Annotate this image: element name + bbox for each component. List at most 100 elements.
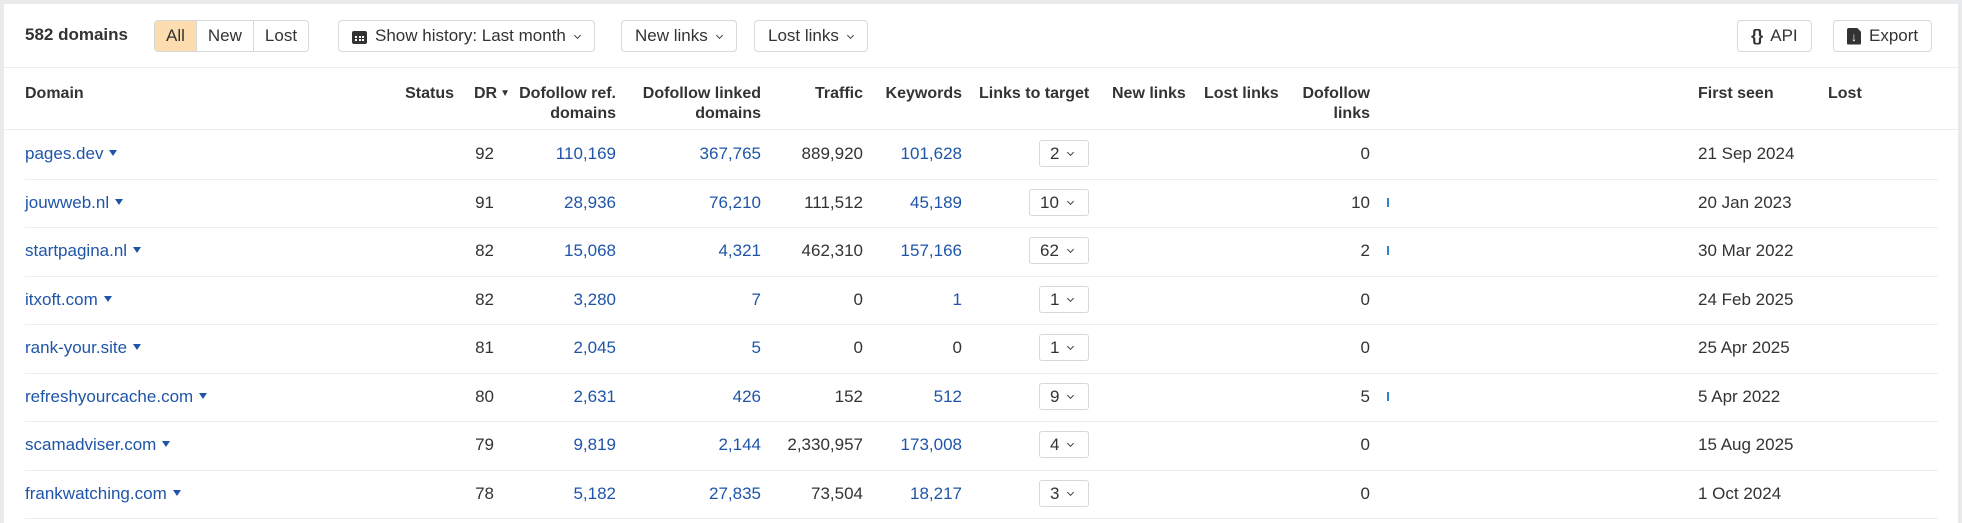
domain-link[interactable]: pages.dev: [25, 144, 118, 164]
dofollow-linked-domains-link[interactable]: 367,765: [699, 144, 761, 163]
header-line: links: [1333, 105, 1370, 122]
table-row: itxoft.com 82 3,280 7 0 1 1 0 24 Feb 202…: [4, 277, 1958, 326]
dr-header-label: DR: [473, 85, 498, 102]
dofollow-ref-domains-link[interactable]: 2,631: [573, 386, 616, 406]
keywords-link[interactable]: 45,189: [910, 192, 962, 212]
dofollow-linked-domains-link[interactable]: 426: [732, 386, 761, 406]
keywords-link[interactable]: 512: [933, 386, 962, 406]
column-header-dr[interactable]: DR ▼: [462, 84, 510, 104]
dofollow-links-cell: 0: [1360, 289, 1370, 309]
links-to-target-dropdown[interactable]: 2: [1039, 140, 1089, 167]
dofollow-ref-domains-link[interactable]: 5,182: [573, 483, 616, 503]
column-header-traffic[interactable]: Traffic: [814, 85, 863, 102]
column-header-dofollow-ref-domains[interactable]: Dofollow ref. domains: [504, 84, 616, 124]
column-header-lost-links[interactable]: Lost links: [1204, 85, 1279, 102]
keywords-link[interactable]: 157,166: [900, 241, 962, 260]
dofollow-linked-domains-link[interactable]: 27,835: [709, 483, 761, 503]
dr-cell: 91: [475, 192, 494, 212]
filter-segmented-control: All New Lost: [154, 20, 310, 52]
first-seen-cell: 1 Oct 2024: [1698, 483, 1782, 503]
links-to-target-dropdown[interactable]: 9: [1039, 382, 1089, 410]
dofollow-links-cell: 0: [1360, 338, 1370, 357]
api-button[interactable]: {} API: [1737, 20, 1812, 52]
chevron-down-icon: [1067, 199, 1074, 206]
column-header-status[interactable]: Status: [405, 85, 454, 102]
lost-links-dropdown[interactable]: Lost links: [754, 20, 868, 52]
filter-lost-button[interactable]: Lost: [252, 21, 309, 51]
links-to-target-dropdown[interactable]: 62: [1029, 237, 1089, 264]
caret-down-icon[interactable]: [133, 344, 142, 350]
column-header-links-to-target[interactable]: Links to target: [979, 85, 1090, 102]
header-line: domains: [550, 105, 616, 122]
links-to-target-dropdown[interactable]: 10: [1029, 188, 1089, 216]
column-header-dofollow-links[interactable]: Dofollow links: [1276, 84, 1370, 124]
dr-cell: 79: [475, 435, 494, 454]
domain-link[interactable]: scamadviser.com: [25, 435, 171, 455]
dofollow-linked-domains-link[interactable]: 4,321: [718, 241, 761, 260]
export-label: Export: [1869, 26, 1919, 45]
dr-cell: 92: [475, 144, 494, 163]
links-to-target-dropdown[interactable]: 3: [1039, 479, 1089, 507]
domain-link[interactable]: frankwatching.com: [25, 484, 181, 504]
column-header-domain[interactable]: Domain: [25, 85, 84, 102]
caret-down-icon[interactable]: [109, 150, 118, 156]
chevron-down-icon: [1067, 393, 1074, 400]
keywords-link[interactable]: 18,217: [910, 483, 962, 503]
caret-down-icon[interactable]: [162, 441, 171, 447]
show-history-label: Show history: Last month: [375, 26, 566, 45]
sparkline-bar: [1387, 197, 1389, 207]
links-to-target-dropdown[interactable]: 1: [1039, 285, 1089, 313]
links-to-target-value: 1: [1050, 289, 1060, 309]
table-row: refreshyourcache.com 80 2,631 426 152 51…: [4, 374, 1958, 423]
header-line: Dofollow: [1302, 85, 1370, 102]
first-seen-cell: 15 Aug 2025: [1698, 435, 1794, 454]
domain-link[interactable]: rank-your.site: [25, 338, 142, 358]
dofollow-ref-domains-link[interactable]: 2,045: [573, 338, 616, 357]
dr-cell: 82: [475, 289, 494, 309]
table-row: frankwatching.com 78 5,182 27,835 73,504…: [4, 471, 1958, 520]
domain-link[interactable]: refreshyourcache.com: [25, 387, 208, 407]
dofollow-links-cell: 0: [1360, 144, 1370, 163]
traffic-cell: 111,512: [804, 192, 863, 212]
dofollow-ref-domains-link[interactable]: 15,068: [564, 241, 616, 260]
dofollow-ref-domains-link[interactable]: 28,936: [564, 192, 616, 212]
column-header-lost[interactable]: Lost: [1828, 85, 1862, 102]
dofollow-linked-domains-link[interactable]: 2,144: [718, 435, 761, 454]
dofollow-ref-domains-link[interactable]: 9,819: [573, 435, 616, 454]
sparkline-bar: [1387, 246, 1389, 255]
caret-down-icon[interactable]: [199, 392, 208, 399]
dofollow-ref-domains-link[interactable]: 3,280: [573, 289, 616, 309]
links-to-target-value: 2: [1050, 144, 1060, 163]
column-header-dofollow-linked-domains[interactable]: Dofollow linked domains: [616, 84, 761, 124]
caret-down-icon[interactable]: [103, 295, 112, 302]
dofollow-ref-domains-link[interactable]: 110,169: [555, 144, 616, 163]
dofollow-links-cell: 2: [1360, 241, 1370, 260]
column-header-new-links[interactable]: New links: [1112, 85, 1186, 102]
domain-link[interactable]: startpagina.nl: [25, 241, 142, 261]
links-to-target-dropdown[interactable]: 1: [1039, 334, 1089, 361]
caret-down-icon[interactable]: [133, 247, 142, 253]
export-button[interactable]: Export: [1833, 20, 1933, 52]
column-header-first-seen[interactable]: First seen: [1698, 85, 1774, 102]
filter-new-button[interactable]: New: [195, 21, 253, 51]
keywords-link[interactable]: 101,628: [900, 144, 962, 163]
chevron-down-icon: [716, 33, 723, 40]
show-history-dropdown[interactable]: Show history: Last month: [338, 20, 595, 52]
filter-all-button[interactable]: All: [155, 21, 196, 51]
column-header-keywords[interactable]: Keywords: [885, 85, 962, 102]
new-links-dropdown[interactable]: New links: [621, 20, 737, 52]
links-to-target-value: 9: [1050, 386, 1060, 406]
keywords-link[interactable]: 1: [952, 289, 962, 309]
links-to-target-dropdown[interactable]: 4: [1039, 431, 1089, 458]
domain-link[interactable]: jouwweb.nl: [25, 193, 124, 213]
caret-down-icon[interactable]: [172, 489, 181, 496]
keywords-link[interactable]: 173,008: [900, 435, 962, 454]
dofollow-linked-domains-link[interactable]: 76,210: [709, 192, 761, 212]
dofollow-linked-domains-link[interactable]: 7: [751, 289, 761, 309]
chevron-down-icon: [574, 33, 581, 40]
first-seen-cell: 24 Feb 2025: [1698, 289, 1794, 309]
caret-down-icon[interactable]: [115, 198, 124, 205]
header-line: Dofollow ref.: [519, 85, 616, 102]
dofollow-linked-domains-link[interactable]: 5: [751, 338, 761, 357]
domain-link[interactable]: itxoft.com: [25, 290, 112, 310]
